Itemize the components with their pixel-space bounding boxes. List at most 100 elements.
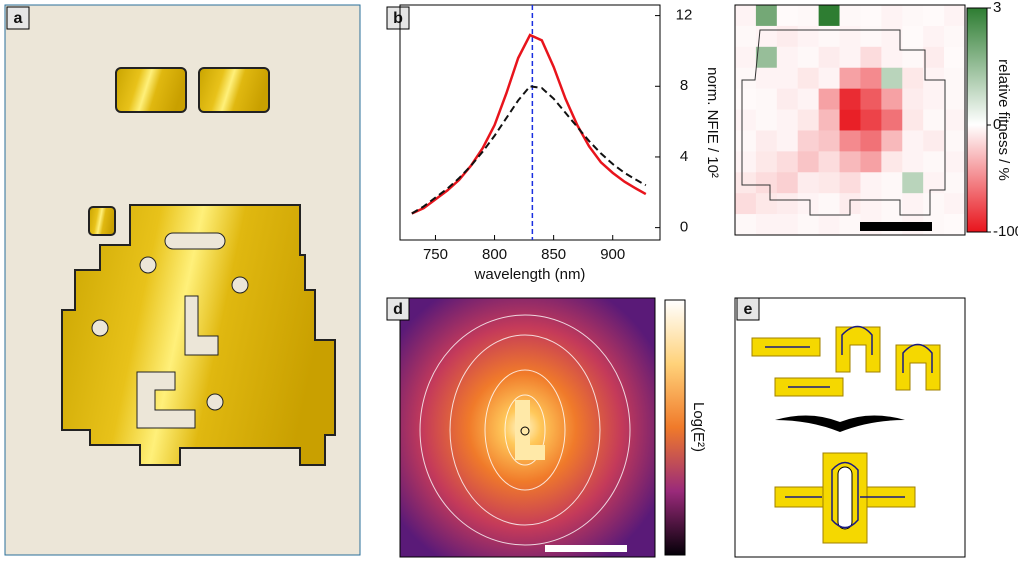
heatmap-cell <box>839 130 861 152</box>
gold-block <box>88 206 116 236</box>
heatmap-cell <box>902 88 924 110</box>
heatmap-cell <box>776 151 799 173</box>
heatmap-cell <box>755 109 778 131</box>
heatmap-cell <box>818 25 840 48</box>
plot-frame <box>399 4 661 241</box>
arrows <box>765 325 933 529</box>
y-tick-label: 0 <box>680 219 688 236</box>
gold-block <box>198 67 270 113</box>
heatmap-cell <box>735 5 757 27</box>
heatmap-cell <box>860 130 882 152</box>
heatmap-cell <box>755 88 778 110</box>
heatmap-cell <box>860 172 882 194</box>
panel-label: d <box>393 301 403 318</box>
marker <box>520 426 530 436</box>
heatmap-cell <box>735 46 757 69</box>
heatmap-cell <box>797 67 819 89</box>
panel-label-box <box>6 6 30 30</box>
heatmap-cell <box>776 88 799 110</box>
heatmap-cell <box>944 130 966 152</box>
heatmap-cell <box>839 46 861 69</box>
heatmap-cell <box>881 109 903 131</box>
heatmap-cell <box>923 88 945 110</box>
heatmap-cell <box>923 5 945 27</box>
panel-label-box <box>736 297 760 321</box>
field-structure <box>515 400 545 460</box>
heatmap-cell <box>944 25 966 48</box>
heatmap-cell <box>839 88 861 110</box>
heatmap-cell <box>839 172 861 194</box>
structure-outline <box>741 29 946 216</box>
heatmap-cell <box>839 214 861 236</box>
heatmap-cell <box>735 172 757 194</box>
hole <box>184 295 219 356</box>
heatmap-cell <box>881 193 903 215</box>
y-tick-label: 8 <box>680 77 688 94</box>
heatmap-cell <box>818 130 840 152</box>
heatmap-cell <box>881 88 903 110</box>
heatmap-cell <box>818 5 840 27</box>
heatmap-cell <box>818 46 840 69</box>
heatmap-cell <box>735 130 757 152</box>
panel-label-box <box>386 6 410 30</box>
heatmap-cell <box>860 193 882 215</box>
heatmap-cell <box>797 130 819 152</box>
heatmap-cell <box>923 193 945 215</box>
brace <box>775 415 905 432</box>
heatmap-cell <box>755 193 778 215</box>
heatmap-cell <box>944 46 966 69</box>
x-tick-label: 850 <box>541 246 566 263</box>
hole <box>206 393 224 411</box>
heatmap-cell <box>797 109 819 131</box>
heatmap-cell <box>776 67 799 89</box>
x-tick-label: 800 <box>482 246 507 263</box>
heatmap-cell <box>818 67 840 89</box>
hole <box>231 276 249 294</box>
panel-label: a <box>14 10 23 27</box>
gold-block <box>115 67 187 113</box>
heatmap-cell <box>839 109 861 131</box>
heatmap-cell <box>902 172 924 194</box>
panel-label: b <box>393 10 403 27</box>
colorbar-label: relative fitness / % <box>995 59 1012 181</box>
heatmap-cell <box>839 151 861 173</box>
y-tick-label: 12 <box>676 7 693 24</box>
heatmap-cell <box>860 109 882 131</box>
heatmap-cell <box>797 88 819 110</box>
heatmap-cell <box>881 5 903 27</box>
heatmap-cell <box>944 214 966 236</box>
colorbar-tick-label: 3 <box>993 0 1001 16</box>
heatmap-cell <box>944 151 966 173</box>
heatmap-cell <box>860 151 882 173</box>
heatmap-cell <box>735 25 757 48</box>
x-axis-label: wavelength (nm) <box>474 266 586 283</box>
x-tick-label: 900 <box>600 246 625 263</box>
heatmap-cell <box>902 46 924 69</box>
heatmap-cell <box>735 109 757 131</box>
heatmap-cell <box>902 151 924 173</box>
heatmap-cell <box>902 109 924 131</box>
heatmap-cell <box>923 67 945 89</box>
heatmap-cell <box>923 172 945 194</box>
heatmap-cell <box>818 109 840 131</box>
heatmap-cell <box>776 172 799 194</box>
heatmap-cell <box>818 214 840 236</box>
heatmap-cell <box>776 214 799 236</box>
heatmap-cell <box>923 25 945 48</box>
heatmap-cell <box>923 109 945 131</box>
heatmap-cell <box>860 46 882 69</box>
heatmap-cell <box>860 67 882 89</box>
heatmap-cell <box>735 67 757 89</box>
heatmap-cell <box>902 25 924 48</box>
heatmap-cell <box>755 130 778 152</box>
heatmap-cell <box>818 193 840 215</box>
hole <box>91 319 109 337</box>
heatmap-cell <box>839 67 861 89</box>
heatmap-cell <box>881 46 903 69</box>
plot-frame <box>734 4 966 236</box>
scale-bar <box>860 222 932 231</box>
heatmap-cell <box>839 5 861 27</box>
heatmap-cell <box>755 172 778 194</box>
